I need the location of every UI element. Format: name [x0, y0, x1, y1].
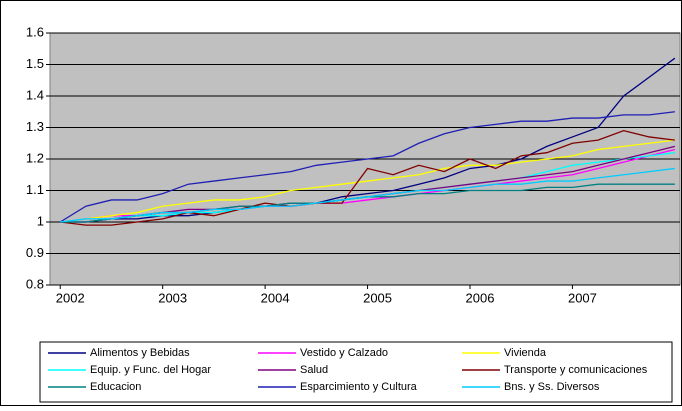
y-tick-label: 0.8	[26, 276, 44, 291]
series-line	[60, 139, 675, 223]
legend-label: Vivienda	[504, 347, 547, 359]
series-line	[59, 111, 675, 223]
x-tick-label: 2005	[363, 290, 392, 305]
x-tick-label: 2007	[568, 290, 597, 305]
x-tick-label: 2004	[261, 290, 290, 305]
y-tick-label: 1.6	[26, 24, 44, 39]
legend-label: Bns. y Ss. Diversos	[504, 381, 600, 393]
y-tick-label: 1	[37, 213, 44, 228]
legend	[39, 341, 673, 403]
legend-label: Educacion	[90, 381, 141, 393]
legend-label: Vestido y Calzado	[300, 347, 388, 359]
legend-label: Transporte y comunicaciones	[504, 364, 648, 376]
x-tick-label: 2002	[56, 290, 85, 305]
y-tick-label: 1.3	[26, 119, 44, 134]
y-tick-label: 1.2	[26, 150, 44, 165]
series-line	[60, 167, 675, 223]
y-tick-label: 1.4	[26, 87, 44, 102]
y-tick-label: 1.5	[26, 56, 44, 71]
series-line	[60, 129, 675, 226]
y-tick-label: 0.9	[26, 245, 44, 260]
y-tick-label: 1.1	[26, 182, 44, 197]
legend-label: Salud	[300, 364, 328, 376]
legend-label: Alimentos y Bebidas	[90, 347, 190, 359]
x-tick-label: 2006	[466, 290, 495, 305]
legend-label: Equip. y Func. del Hogar	[90, 364, 211, 376]
legend-label: Esparcimiento y Cultura	[300, 381, 418, 393]
x-tick-label: 2003	[158, 290, 187, 305]
